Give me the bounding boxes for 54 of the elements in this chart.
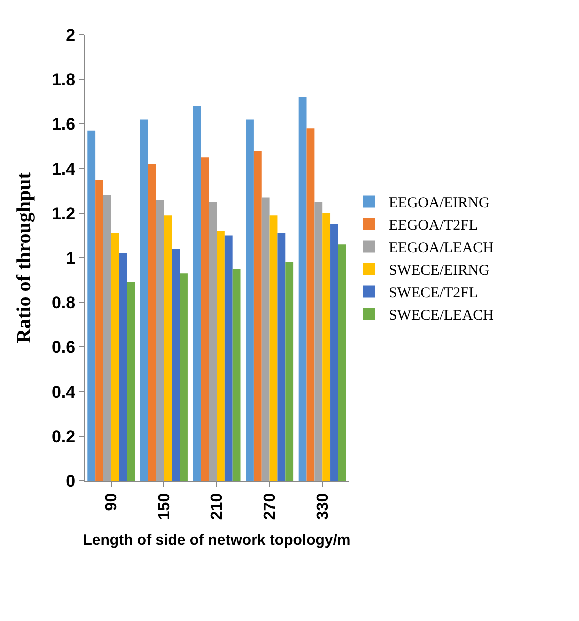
bar (96, 180, 104, 481)
y-tick-label: 0.4 (52, 382, 76, 402)
x-tick-label: 270 (262, 493, 279, 520)
bar (103, 196, 112, 481)
legend-label: SWECE/LEACH (389, 308, 494, 324)
bar (164, 216, 172, 481)
y-tick-label: 1.4 (52, 160, 76, 179)
bar (322, 213, 331, 481)
bar (201, 158, 210, 481)
bar (246, 120, 254, 481)
x-tick-label: 210 (209, 493, 226, 520)
bar (314, 202, 323, 481)
bar (330, 224, 338, 481)
y-tick-label: 2 (66, 26, 76, 45)
bar (254, 150, 262, 481)
bar (148, 164, 156, 481)
y-tick-label: 0.2 (52, 427, 76, 446)
y-tick-label: 1.2 (52, 204, 76, 224)
legend-label: EEGOA/T2FL (389, 218, 478, 234)
legend-label: EEGOA/EIRNG (389, 196, 490, 212)
bar (278, 233, 286, 481)
bar (338, 244, 346, 481)
legend-label: EEGOA/LEACH (389, 240, 494, 257)
bar (180, 274, 188, 481)
bar (224, 236, 233, 481)
y-axis-title: Ratio of throughput (13, 172, 36, 344)
bar (262, 198, 270, 481)
y-tick-label: 1.8 (52, 70, 76, 90)
bar (140, 120, 148, 481)
legend-label: SWECE/T2FL (389, 286, 478, 302)
bar (119, 254, 128, 481)
bar (111, 233, 120, 481)
y-tick-label: 0.6 (52, 338, 76, 358)
x-tick-label: 150 (156, 493, 174, 520)
bar (193, 106, 202, 481)
y-tick-label: 0 (66, 472, 76, 491)
legend-label: SWECE/EIRNG (389, 263, 490, 280)
bar (209, 202, 217, 481)
x-axis-title: Length of side of network topology/m (83, 532, 351, 550)
bar (270, 216, 278, 481)
bar (217, 231, 225, 481)
y-tick-label: 1.6 (52, 115, 76, 134)
bar (156, 200, 164, 481)
bar (172, 249, 180, 481)
bar (286, 262, 294, 481)
x-tick-label: 90 (104, 493, 121, 512)
bar (306, 128, 315, 481)
bar (127, 282, 136, 481)
y-tick-label: 0.8 (52, 294, 76, 313)
bar (232, 269, 241, 481)
x-tick-label: 330 (314, 493, 332, 520)
bar (88, 130, 96, 481)
y-tick-label: 1 (66, 248, 76, 268)
bar (298, 97, 307, 481)
